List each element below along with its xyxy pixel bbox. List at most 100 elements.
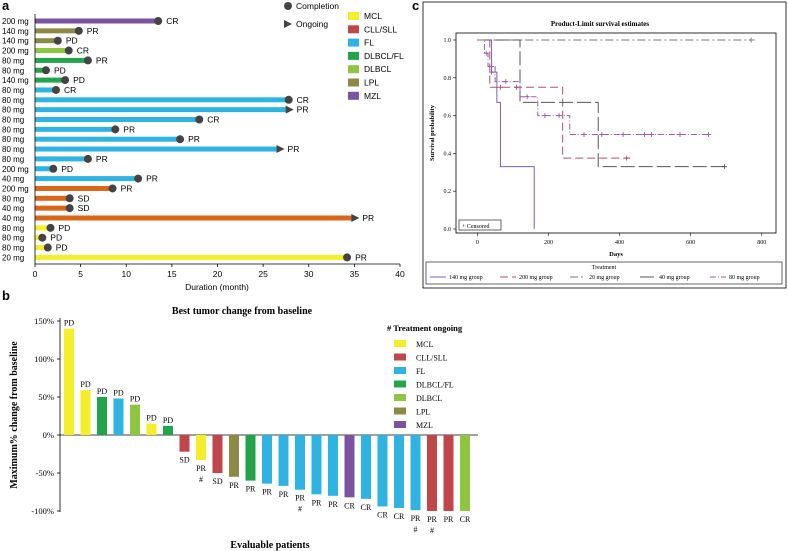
swimmer-completion-marker: [65, 204, 74, 213]
waterfall-bar: [113, 398, 124, 435]
waterfall-x-label: Evaluable patients: [230, 540, 309, 551]
swimmer-response-label: CR: [64, 85, 76, 95]
swimmer-legend-label: MZL: [364, 91, 381, 101]
waterfall-legend-swatch: [394, 394, 406, 401]
waterfall-legend-swatch: [394, 407, 406, 415]
swimmer-response-label: CR: [207, 115, 219, 125]
waterfall-bar: [311, 435, 322, 495]
swimmer-dose-label: 40 mg: [2, 214, 24, 223]
swimmer-completion-marker: [51, 85, 60, 94]
km-x-tick-label: 600: [686, 240, 695, 246]
waterfall-tick-label: 150%: [34, 316, 54, 326]
swimmer-dose-label: 200 mg: [2, 184, 29, 193]
swimmer-legend-swatch: [348, 65, 359, 74]
km-censor-mark: [556, 113, 562, 119]
swimmer-x-label: Duration (month): [185, 282, 249, 292]
waterfall-bar: [410, 435, 421, 511]
km-ticks: 0.0 0.2 0.4 0.6 0.8 1.0 0 200 400 600 800: [444, 38, 767, 246]
legend-completion-label: Completion: [296, 1, 339, 11]
swimmer-tick-label: 20: [213, 269, 223, 279]
km-curves: [477, 37, 755, 229]
swimmer-completion-marker: [83, 56, 92, 65]
swimmer-response-label: PD: [61, 164, 73, 174]
swimmer-response-label: CR: [297, 95, 309, 105]
waterfall-response-label: PR: [229, 481, 239, 490]
swimmer-legend-label: FL: [364, 38, 374, 48]
waterfall-response-label: PD: [146, 414, 156, 423]
km-y-label: Survival probability: [429, 104, 436, 161]
swimmer-tick-label: 15: [167, 269, 177, 279]
waterfall-response-label: CR: [394, 512, 405, 521]
waterfall-bar: [146, 423, 157, 435]
swimmer-response-label: PR: [121, 183, 133, 193]
swimmer-legend-label: LPL: [364, 78, 379, 88]
waterfall-bar: [212, 435, 223, 473]
waterfall-bar: [245, 435, 256, 481]
swimmer-bar: [35, 87, 56, 93]
waterfall-bar: [278, 435, 289, 486]
km-censor-mark: [599, 132, 605, 137]
waterfall-response-label: PR: [328, 500, 338, 509]
panel-label-b: b: [2, 288, 10, 303]
waterfall-ongoing-mark: #: [298, 505, 302, 514]
waterfall-bar: [295, 435, 305, 490]
swimmer-dose-label: 80 mg: [2, 155, 24, 164]
km-legend: 140 mg group 200 mg group 20 mg group 40 mg…: [430, 275, 760, 281]
swimmer-bar: [35, 185, 113, 191]
waterfall-response-label: PR: [246, 485, 256, 494]
swimmer-completion-marker: [284, 95, 293, 104]
waterfall-legend-label: CLL/SLL: [416, 354, 448, 363]
swimmer-response-label: PR: [123, 124, 135, 134]
waterfall-tick-label: 50%: [38, 392, 54, 402]
swimmer-completion-marker: [41, 66, 50, 75]
swimmer-legend-swatch: [348, 38, 359, 47]
swimmer-response-label: PD: [73, 75, 85, 85]
swimmer-bar: [35, 28, 79, 34]
swimmer-completion-marker: [49, 164, 58, 173]
waterfall-response-label: CR: [344, 501, 355, 510]
swimmer-response-label: PR: [146, 174, 158, 184]
km-y-tick-label: 0.8: [444, 76, 452, 82]
swimmer-tick-label: 0: [33, 269, 38, 279]
waterfall-legend-label: FL: [416, 367, 425, 376]
swimmer-response-label: SD: [78, 203, 90, 213]
km-legend-title: Treatment: [592, 265, 617, 271]
swimmer-bar: [35, 176, 139, 182]
km-y-tick-label: 0.2: [444, 189, 452, 195]
km-curve: [477, 39, 631, 159]
km-legend-label: 20 mg group: [589, 275, 620, 281]
swimmer-dose-label: 80 mg: [2, 145, 24, 154]
swimmer-completion-marker: [65, 194, 74, 203]
swimmer-completion-marker: [53, 36, 62, 45]
waterfall-legend-swatch: [394, 353, 406, 361]
waterfall-bar: [427, 435, 437, 511]
swimmer-dose-label: 200 mg: [2, 17, 29, 26]
swimmer-completion-marker: [64, 46, 73, 55]
swimmer-completion-marker: [134, 174, 143, 183]
km-censor-mark: [581, 132, 587, 137]
waterfall-bar: [229, 435, 239, 477]
waterfall-tick-label: 0%: [43, 430, 54, 440]
km-censor-mark: [721, 164, 727, 170]
km-legend-label: 140 mg group: [449, 275, 483, 281]
waterfall-bar: [196, 435, 206, 461]
swimmer-bar: [35, 205, 70, 211]
swimmer-dose-label: 80 mg: [2, 234, 24, 243]
waterfall-response-label: PD: [163, 416, 173, 425]
swimmer-bar: [35, 117, 200, 122]
waterfall-bar: [344, 435, 355, 498]
waterfall-response-label: SD: [212, 477, 222, 486]
swimmer-legend-swatch: [348, 25, 359, 34]
swimmer-bar: [35, 18, 159, 24]
km-censor-mark: [620, 132, 626, 137]
km-censor-mark: [641, 132, 647, 137]
swimmer-dose-label: 80 mg: [2, 96, 24, 105]
swimmer-dose-label: 80 mg: [2, 66, 24, 75]
swimmer-dose-label: 140 mg: [2, 27, 29, 36]
km-censor-mark: [705, 132, 711, 137]
km-x-tick-label: 200: [544, 240, 553, 246]
km-y-tick-label: 0.4: [444, 151, 452, 157]
swimmer-response-label: PR: [355, 252, 367, 262]
swimmer-legend-swatch: [348, 78, 359, 87]
